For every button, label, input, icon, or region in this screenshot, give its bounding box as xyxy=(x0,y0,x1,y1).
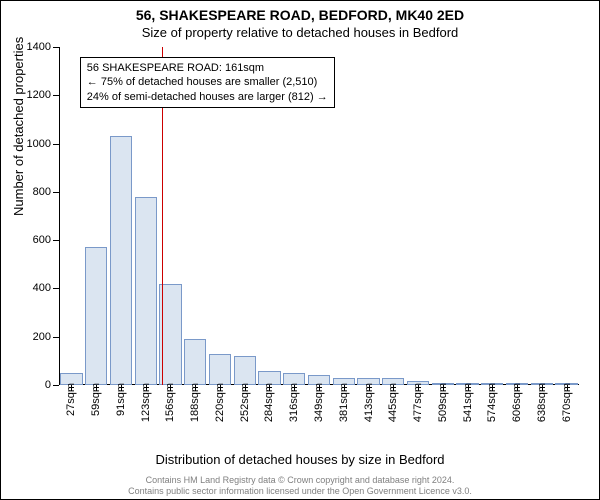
histogram-bar xyxy=(209,354,231,385)
y-tick-label: 1000 xyxy=(11,138,51,150)
x-tick-label: 541sqm xyxy=(462,383,474,422)
x-tick-label: 252sqm xyxy=(239,383,251,422)
y-tick-label: 1200 xyxy=(11,89,51,101)
x-tick-label: 413sqm xyxy=(363,383,375,422)
y-tick xyxy=(53,337,59,338)
x-tick-label: 445sqm xyxy=(387,383,399,422)
x-tick-label: 156sqm xyxy=(164,383,176,422)
x-tick-label: 220sqm xyxy=(214,383,226,422)
histogram-bar xyxy=(234,356,256,385)
y-tick-label: 0 xyxy=(11,379,51,391)
y-tick xyxy=(53,144,59,145)
x-tick-label: 59sqm xyxy=(90,383,102,416)
y-tick xyxy=(53,288,59,289)
chart-page: 56, SHAKESPEARE ROAD, BEDFORD, MK40 2ED … xyxy=(0,0,600,500)
x-tick-label: 91sqm xyxy=(115,383,127,416)
x-tick-label: 381sqm xyxy=(338,383,350,422)
annotation-line: ← 75% of detached houses are smaller (2,… xyxy=(87,75,328,89)
chart-area: 020040060080010001200140027sqm59sqm91sqm… xyxy=(59,47,579,385)
x-tick-label: 670sqm xyxy=(561,383,573,422)
x-tick-label: 27sqm xyxy=(65,383,77,416)
histogram-bar xyxy=(184,339,206,385)
x-tick-label: 316sqm xyxy=(288,383,300,422)
y-tick-label: 800 xyxy=(11,186,51,198)
x-tick-label: 123sqm xyxy=(140,383,152,422)
y-tick-label: 1400 xyxy=(11,41,51,53)
annotation-line: 24% of semi-detached houses are larger (… xyxy=(87,90,328,104)
x-axis-title: Distribution of detached houses by size … xyxy=(1,452,599,467)
histogram-bar xyxy=(110,136,132,385)
plot-area: 020040060080010001200140027sqm59sqm91sqm… xyxy=(59,47,579,385)
y-tick xyxy=(53,95,59,96)
x-tick-label: 509sqm xyxy=(437,383,449,422)
annotation-line: 56 SHAKESPEARE ROAD: 161sqm xyxy=(87,61,328,75)
x-tick-label: 574sqm xyxy=(486,383,498,422)
page-subtitle: Size of property relative to detached ho… xyxy=(1,25,599,40)
y-tick-label: 400 xyxy=(11,282,51,294)
x-tick-label: 284sqm xyxy=(263,383,275,422)
histogram-bar xyxy=(135,197,157,385)
footer-attribution: Contains HM Land Registry data © Crown c… xyxy=(1,475,599,498)
y-tick xyxy=(53,192,59,193)
x-tick-label: 477sqm xyxy=(412,383,424,422)
x-tick-label: 606sqm xyxy=(511,383,523,422)
y-tick-label: 600 xyxy=(11,234,51,246)
y-tick xyxy=(53,240,59,241)
x-tick-label: 349sqm xyxy=(313,383,325,422)
histogram-bar xyxy=(85,247,107,385)
footer-line2: Contains public sector information licen… xyxy=(1,486,599,497)
y-tick xyxy=(53,385,59,386)
y-tick xyxy=(53,47,59,48)
footer-line1: Contains HM Land Registry data © Crown c… xyxy=(1,475,599,486)
x-tick-label: 188sqm xyxy=(189,383,201,422)
y-tick-label: 200 xyxy=(11,331,51,343)
x-tick-label: 638sqm xyxy=(536,383,548,422)
annotation-box: 56 SHAKESPEARE ROAD: 161sqm← 75% of deta… xyxy=(80,57,335,108)
page-title: 56, SHAKESPEARE ROAD, BEDFORD, MK40 2ED xyxy=(1,7,599,23)
y-axis-line xyxy=(59,47,60,385)
